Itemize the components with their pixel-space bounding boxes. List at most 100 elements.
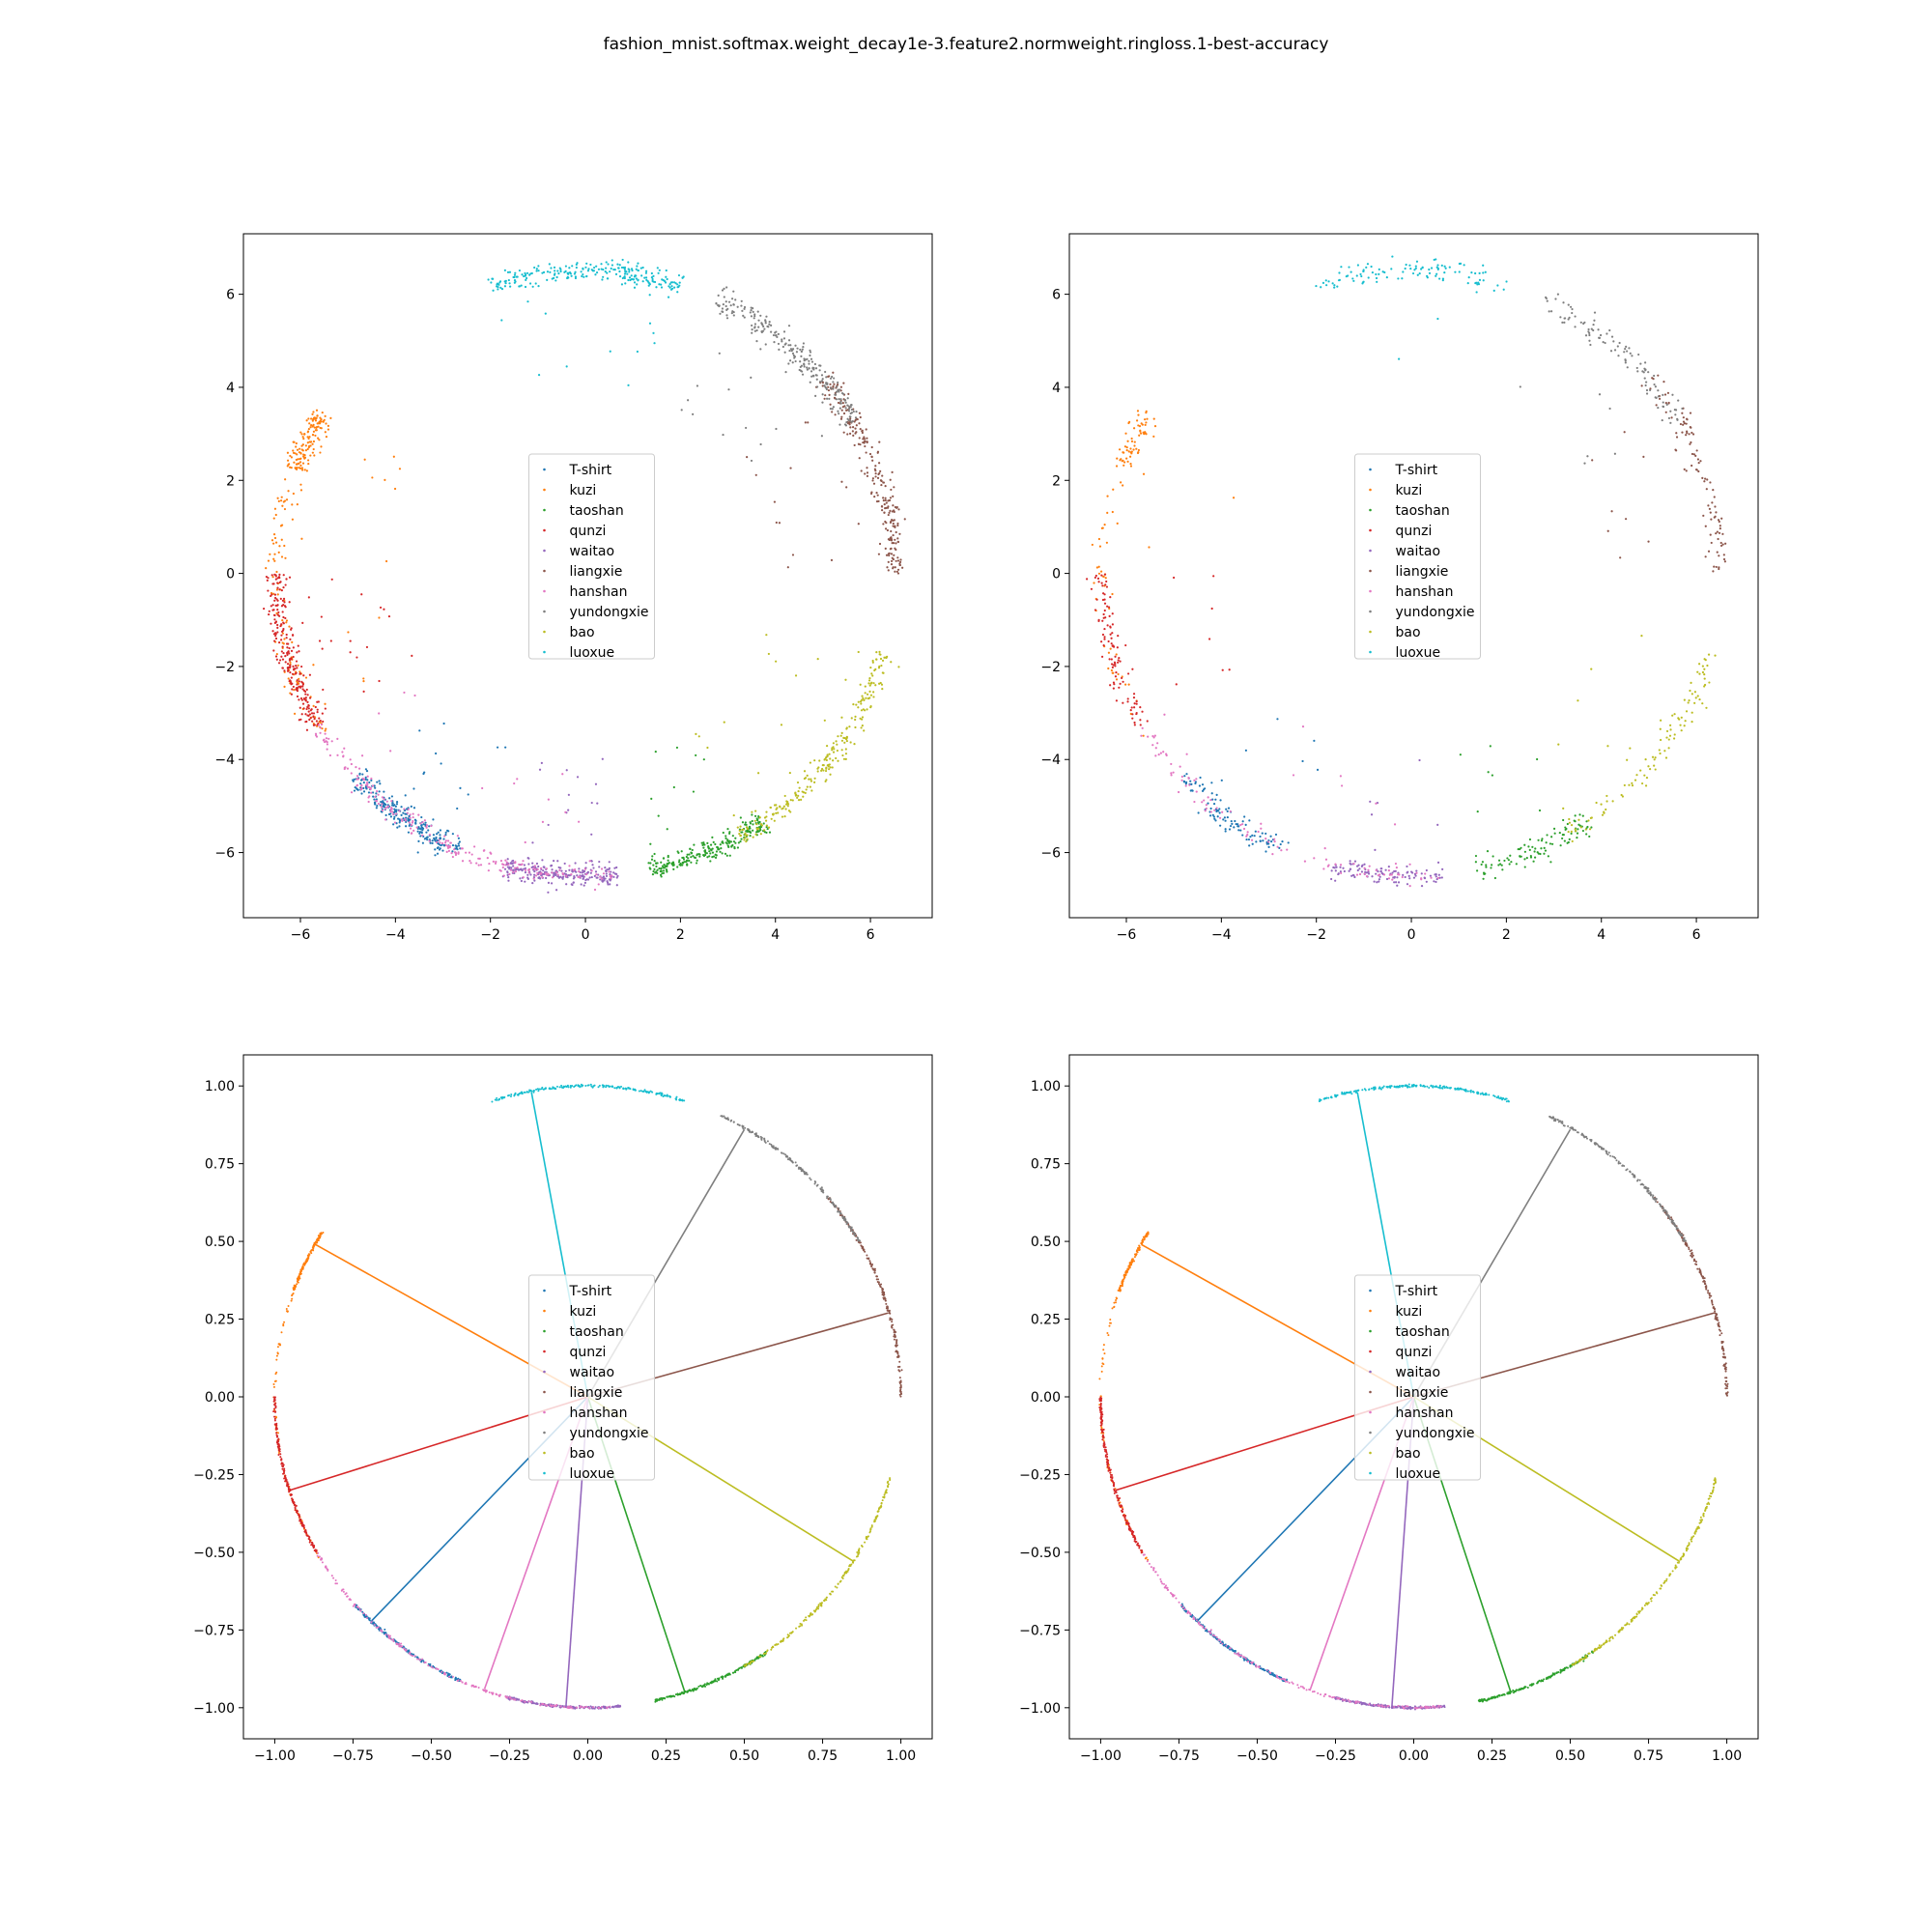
point	[541, 820, 545, 823]
point	[1274, 833, 1278, 837]
point	[877, 462, 881, 465]
point	[529, 873, 532, 876]
point	[1707, 653, 1711, 656]
point	[886, 1305, 889, 1308]
series-yundongxie	[680, 286, 858, 463]
point	[568, 267, 571, 270]
point	[400, 813, 403, 816]
point	[799, 348, 802, 352]
point	[824, 756, 828, 759]
point	[281, 611, 284, 613]
point	[1574, 315, 1577, 318]
point	[703, 849, 707, 852]
point	[811, 366, 814, 369]
point	[1333, 284, 1336, 287]
point	[1387, 866, 1390, 868]
point	[315, 409, 319, 412]
point	[572, 877, 576, 880]
point	[1398, 357, 1401, 360]
point	[1102, 592, 1105, 595]
point	[299, 431, 302, 434]
point	[834, 393, 837, 396]
point	[1215, 793, 1218, 796]
point	[768, 831, 772, 834]
legend-marker	[1369, 508, 1372, 512]
point	[300, 467, 304, 469]
point	[1338, 278, 1341, 282]
point	[1691, 433, 1695, 436]
point	[694, 856, 697, 860]
series-waitao	[501, 757, 619, 894]
point	[1315, 284, 1318, 288]
point	[761, 324, 764, 327]
point	[559, 268, 562, 271]
point	[314, 1548, 317, 1551]
point	[895, 1330, 897, 1333]
point	[1600, 803, 1603, 806]
point	[398, 825, 401, 828]
point	[814, 367, 818, 370]
point	[848, 423, 851, 426]
point	[1231, 822, 1234, 825]
point	[1115, 678, 1119, 681]
point	[1090, 587, 1094, 590]
point	[1701, 476, 1704, 480]
point	[1644, 361, 1647, 364]
point	[556, 860, 559, 863]
point	[274, 1410, 277, 1413]
point	[1148, 546, 1151, 549]
point	[1264, 838, 1267, 840]
series-qunzi	[1086, 573, 1231, 726]
point	[1714, 654, 1717, 657]
point	[731, 843, 734, 847]
point	[818, 381, 822, 384]
point	[274, 637, 278, 640]
point	[840, 749, 843, 752]
point	[1546, 834, 1548, 837]
point	[838, 423, 841, 426]
point	[598, 866, 601, 868]
point	[1286, 848, 1289, 851]
point	[887, 569, 890, 572]
point	[1606, 529, 1609, 532]
point	[1232, 497, 1236, 499]
point	[861, 724, 864, 727]
legend-entry: bao	[1396, 625, 1421, 640]
point	[1698, 697, 1701, 701]
point	[377, 793, 380, 796]
point	[847, 410, 851, 412]
point	[1545, 841, 1548, 844]
point	[1276, 718, 1279, 721]
point	[321, 727, 324, 730]
point	[301, 1524, 304, 1527]
point	[389, 808, 392, 811]
point	[495, 861, 497, 864]
point	[1703, 685, 1706, 688]
point	[1378, 880, 1380, 883]
point	[858, 437, 861, 440]
point	[884, 498, 887, 502]
point	[308, 1539, 311, 1542]
point	[537, 270, 540, 272]
point	[1645, 392, 1649, 395]
point	[884, 527, 888, 530]
point	[702, 841, 705, 844]
point	[355, 783, 359, 786]
series-T-shirt	[355, 1604, 462, 1683]
point	[849, 741, 852, 744]
point	[499, 286, 502, 289]
point	[727, 300, 731, 303]
point	[1331, 282, 1334, 285]
point	[1132, 448, 1135, 451]
point	[378, 712, 381, 715]
point	[1184, 782, 1187, 785]
point	[864, 472, 867, 475]
point	[514, 280, 517, 283]
point	[783, 343, 786, 346]
point	[1301, 759, 1304, 763]
point	[1352, 279, 1355, 282]
point	[1123, 445, 1127, 448]
point	[1228, 668, 1231, 671]
point	[541, 859, 544, 862]
point	[607, 263, 610, 266]
